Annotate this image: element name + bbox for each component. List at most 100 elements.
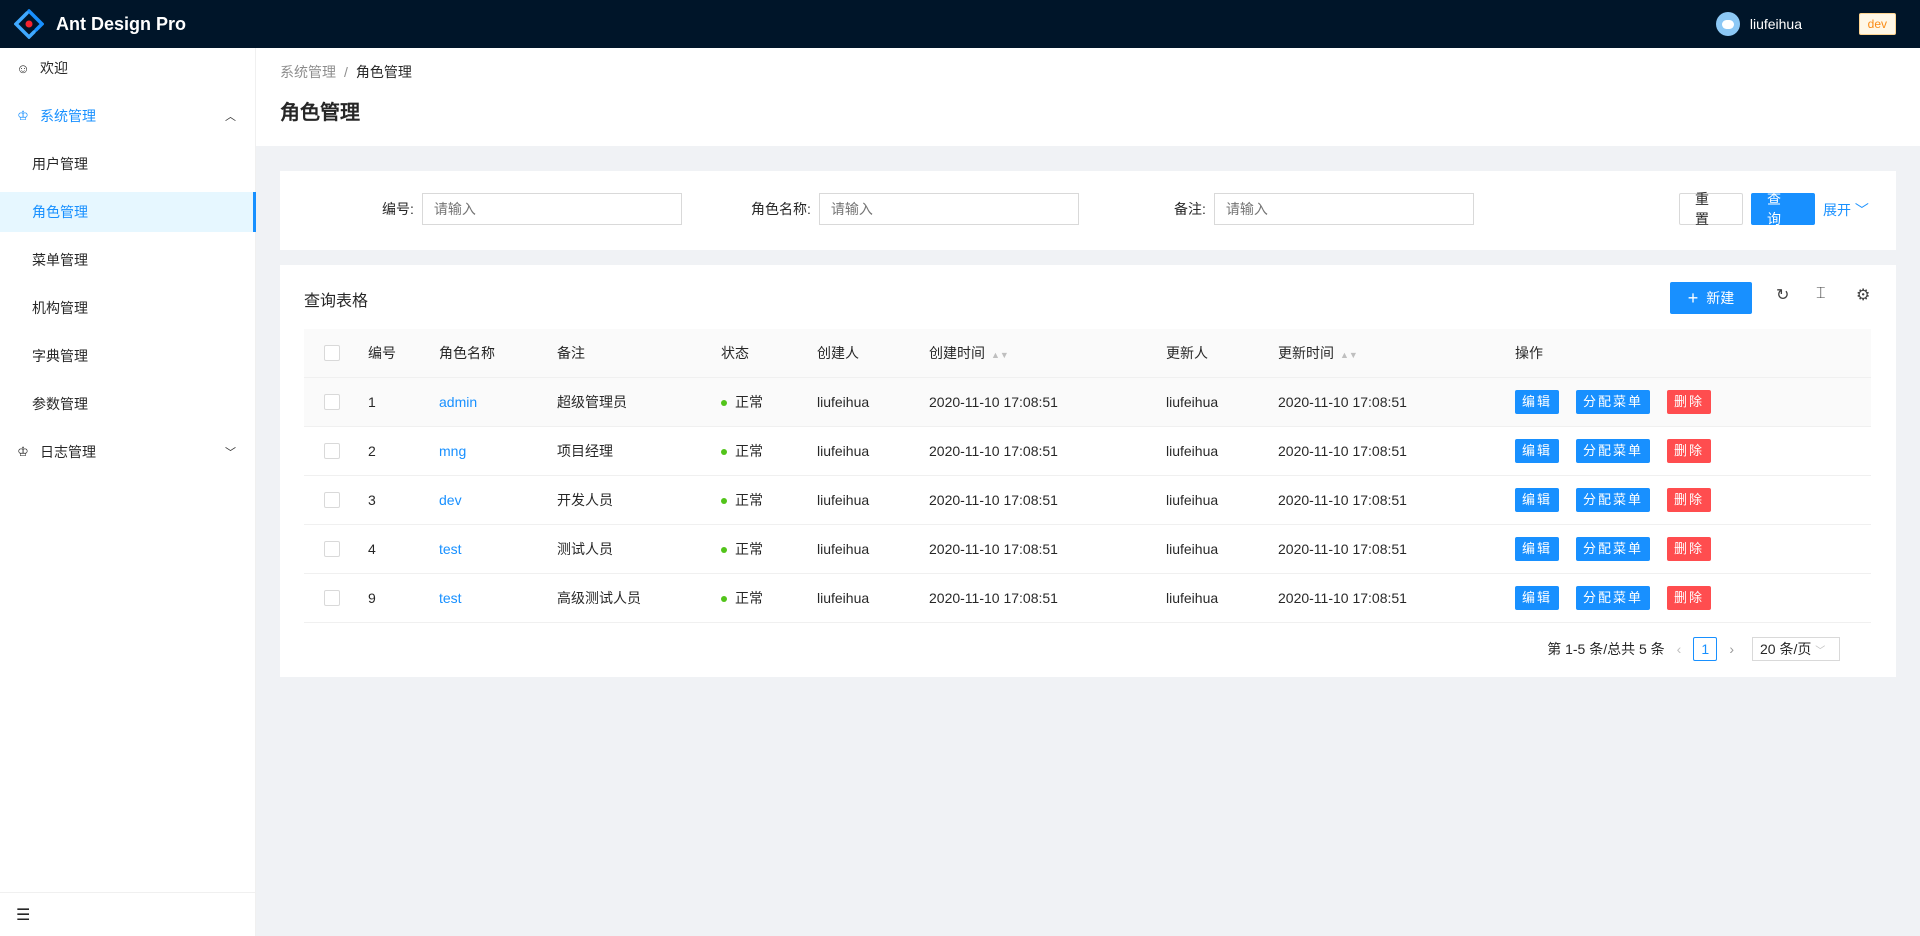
delete-button[interactable]: 删除 [1667,389,1712,414]
cell-created: 2020-11-10 17:08:51 [921,524,1158,574]
cell-remark: 超级管理员 [549,377,713,427]
cell-updater: liufeihua [1158,475,1270,525]
delete-button[interactable]: 删除 [1667,536,1712,561]
breadcrumb-item-current: 角色管理 [355,64,412,80]
page-size-select[interactable]: 20 条/页 ﹀ [1752,637,1840,661]
sidebar-item-dict[interactable]: 字典管理 [0,336,256,376]
breadcrumb-item[interactable]: 系统管理 [280,64,336,80]
chevron-up-icon: ︿ [225,111,236,123]
cell-updated: 2020-11-10 17:08:51 [1270,524,1507,574]
cell-id: 4 [360,524,431,574]
cell-updated: 2020-11-10 17:08:51 [1270,426,1507,476]
reload-icon[interactable]: ↻ [1776,287,1790,304]
sidebar-item-users[interactable]: 用户管理 [0,144,256,184]
search-form: 编号: 角色名称: 备注: 重置 查询 展开 ﹀ [280,171,1896,250]
assign-menu-button[interactable]: 分配菜单 [1576,389,1651,414]
next-page-icon[interactable]: › [1729,641,1734,657]
cell-actions: 编辑 分配菜单 删除 [1507,377,1871,427]
cell-id: 1 [360,377,431,427]
reset-button[interactable]: 重置 [1679,191,1743,227]
table-row: 3 dev 开发人员 正常 liufeihua 2020-11-10 17:08… [304,475,1871,525]
role-name-link[interactable]: test [439,589,462,606]
sidebar-item-label: 欢迎 [40,60,68,76]
cell-updated: 2020-11-10 17:08:51 [1270,475,1507,525]
query-button[interactable]: 查询 [1751,191,1815,227]
user-menu[interactable]: liufeihua [1715,12,1802,36]
cell-remark: 开发人员 [549,475,713,525]
plus-icon: + [1687,287,1699,308]
role-name-link[interactable]: dev [439,491,462,508]
status-dot [721,497,727,504]
menu-fold-icon[interactable]: ☰ [0,892,256,936]
column-label: 创建时间 [929,344,985,361]
sidebar-item-welcome[interactable]: ☺ 欢迎 [0,48,256,88]
cell-remark: 高级测试人员 [549,573,713,623]
assign-menu-button[interactable]: 分配菜单 [1576,438,1651,463]
column-header-updated[interactable]: 更新时间 ▲▼ [1270,329,1507,378]
assign-menu-button[interactable]: 分配菜单 [1576,536,1651,561]
role-name-link[interactable]: admin [439,393,478,410]
chevron-down-icon: ﹀ [225,447,236,459]
edit-button[interactable]: 编辑 [1515,438,1560,463]
cell-creator: liufeihua [809,573,921,623]
page-1[interactable]: 1 [1693,637,1718,661]
column-header-created[interactable]: 创建时间 ▲▼ [921,329,1158,378]
role-name-link[interactable]: test [439,540,462,557]
sidebar-item-orgs[interactable]: 机构管理 [0,288,256,328]
cell-status: 正常 [713,426,809,476]
column-height-icon[interactable]: ⌶ [1816,285,1826,302]
cell-actions: 编辑 分配菜单 删除 [1507,573,1871,623]
setting-icon[interactable]: ⚙ [1856,287,1871,304]
delete-button[interactable]: 删除 [1667,487,1712,512]
sidebar-item-logs[interactable]: ♔ 日志管理 ﹀ [0,432,256,472]
row-checkbox[interactable] [324,394,340,411]
column-header: 备注 [549,329,713,378]
status-text: 正常 [735,491,763,508]
remark-input[interactable] [1213,193,1474,225]
page-header: 系统管理 / 角色管理 角色管理 [256,48,1920,146]
sidebar-item-menus[interactable]: 菜单管理 [0,240,256,280]
id-input[interactable] [421,193,682,225]
prev-page-icon[interactable]: ‹ [1676,641,1682,657]
column-header: 操作 [1507,329,1871,378]
role-name-link[interactable]: mng [439,442,467,459]
cell-remark: 项目经理 [549,426,713,476]
sort-icon[interactable]: ▲▼ [991,349,1009,360]
row-checkbox[interactable] [324,443,340,460]
sidebar-item-label: 用户管理 [32,156,88,172]
assign-menu-button[interactable]: 分配菜单 [1576,585,1651,610]
status-dot [721,448,727,455]
cell-updated: 2020-11-10 17:08:51 [1270,377,1507,427]
edit-button[interactable]: 编辑 [1515,536,1560,561]
edit-button[interactable]: 编辑 [1515,585,1560,610]
ant-design-logo[interactable] [13,9,45,40]
delete-button[interactable]: 删除 [1667,438,1712,463]
cell-creator: liufeihua [809,377,921,427]
row-checkbox[interactable] [324,492,340,509]
cell-status: 正常 [713,524,809,574]
edit-button[interactable]: 编辑 [1515,487,1560,512]
cell-status: 正常 [713,475,809,525]
sidebar-item-roles[interactable]: 角色管理 [0,192,256,232]
assign-menu-button[interactable]: 分配菜单 [1576,487,1651,512]
table-row: 1 admin 超级管理员 正常 liufeihua 2020-11-10 17… [304,377,1871,427]
brand-title[interactable]: Ant Design Pro [56,13,187,34]
breadcrumb: 系统管理 / 角色管理 [280,64,412,80]
delete-button[interactable]: 删除 [1667,585,1712,610]
avatar [1715,12,1740,36]
field-label: 角色名称: [751,201,811,217]
remark-field: 备注: [1174,193,1474,225]
row-checkbox[interactable] [324,590,340,607]
cell-actions: 编辑 分配菜单 删除 [1507,524,1871,574]
new-button[interactable]: + 新建 [1670,282,1752,314]
sidebar-item-params[interactable]: 参数管理 [0,384,256,424]
cell-updater: liufeihua [1158,573,1270,623]
select-all-checkbox[interactable] [324,345,340,362]
role-name-input[interactable] [818,193,1079,225]
row-checkbox[interactable] [324,541,340,558]
cell-created: 2020-11-10 17:08:51 [921,573,1158,623]
expand-toggle[interactable]: 展开 ﹀ [1823,200,1869,220]
edit-button[interactable]: 编辑 [1515,389,1560,414]
sidebar-item-system[interactable]: ♔ 系统管理 ︿ [0,96,256,136]
sort-icon[interactable]: ▲▼ [1340,349,1358,360]
